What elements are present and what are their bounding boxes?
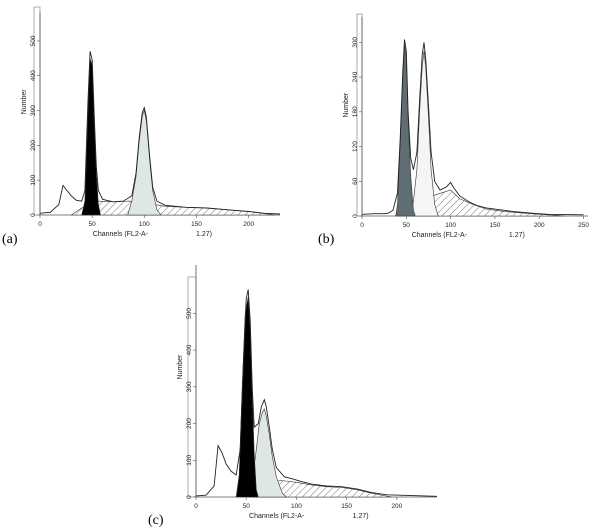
histogram-panel-b: 0 50 100 150 200 250 0 60 120 180 240 300 Number Chan… (318, 13, 589, 247)
y-tick-label: 500 (186, 308, 193, 319)
x-tick-label: 100 (139, 221, 150, 228)
x-axis-label: Channels (FL2-A- (93, 231, 149, 238)
y-axis-label: Number (21, 89, 28, 115)
y-tick-label: 200 (186, 418, 193, 429)
x-tick-label: 50 (89, 221, 97, 228)
x-tick-label: 0 (194, 503, 198, 510)
panel-label: (c) (148, 513, 164, 528)
y-tick-label: 180 (352, 106, 359, 117)
histogram-panel-c: 0 50 100 150 200 0 100 200 300 400 500 Number Channe… (148, 265, 438, 528)
x-axis-label: Channels (FL2-A- (412, 232, 468, 239)
y-tick-label: 300 (30, 105, 37, 116)
s-phase-area (70, 200, 275, 216)
x-axis-label-suffix: 1.27) (353, 513, 369, 520)
g2m-peak-area (247, 408, 288, 498)
histogram-panel-a: 0 50 100 150 200 0 100 200 300 400 500 Number Channe… (2, 6, 281, 247)
histogram-outline-series (39, 51, 281, 215)
histogram-outline-series (195, 289, 438, 497)
x-tick-label: 50 (243, 503, 251, 510)
x-axis-label: Channels (FL2-A- (249, 513, 305, 520)
x-tick-label: 200 (243, 221, 254, 228)
g2m-peak-area (127, 109, 162, 216)
x-tick-label: 0 (360, 222, 364, 229)
y-tick-label: 240 (352, 71, 359, 82)
y-tick-label: 300 (352, 37, 359, 48)
x-tick-label: 200 (534, 222, 545, 229)
x-tick-label: 0 (38, 221, 42, 228)
x-tick-label: 200 (391, 503, 402, 510)
y-tick-label: 120 (352, 141, 359, 152)
y-tick-label: 60 (352, 177, 359, 185)
y-tick-label: 0 (186, 495, 193, 499)
y-tick-label: 400 (30, 70, 37, 81)
y-tick-label: 400 (186, 344, 193, 355)
y-tick-label: 0 (352, 214, 359, 218)
x-tick-label: 250 (578, 222, 589, 229)
x-tick-label: 150 (191, 221, 202, 228)
y-axis-label: Number (177, 354, 184, 380)
y-tick-label: 300 (186, 381, 193, 392)
x-axis-label-suffix: 1.27) (509, 232, 525, 239)
x-tick-label: 150 (341, 503, 352, 510)
y-axis-label: Number (343, 92, 350, 118)
x-tick-label: 150 (490, 222, 501, 229)
y-tick-label: 100 (186, 454, 193, 465)
g0g1-peak-area (235, 296, 259, 498)
y-tick-label: 500 (30, 35, 37, 46)
panel-label: (a) (2, 232, 18, 247)
panel-label: (b) (318, 232, 335, 247)
y-tick-label: 100 (30, 174, 37, 185)
histogram-outline-series (361, 39, 584, 216)
x-tick-label: 50 (403, 222, 411, 229)
x-tick-label: 100 (445, 222, 456, 229)
y-tick-label: 0 (30, 213, 37, 217)
g0g1-peak-area (395, 45, 416, 217)
g2m-peak-area (410, 50, 439, 217)
x-tick-label: 100 (291, 503, 302, 510)
x-axis-label-suffix: 1.27) (196, 231, 212, 238)
y-tick-label: 200 (30, 140, 37, 151)
